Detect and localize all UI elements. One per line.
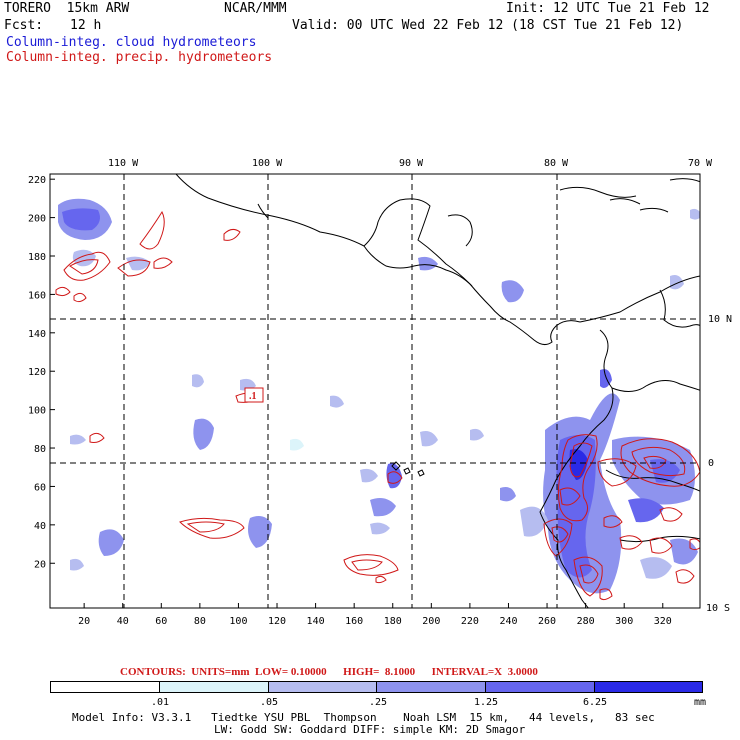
valid-time: Valid: 00 UTC Wed 22 Feb 12 (18 CST Tue … — [292, 18, 684, 33]
lon-label: 80 W — [544, 158, 569, 169]
weather-map: .1 110 W 100 W 90 W 80 W 70 W 10 N 0 10 … — [28, 158, 732, 627]
y-tick-label: 80 — [34, 444, 46, 455]
y-tick-label: 20 — [34, 559, 46, 570]
top-longitude-labels: 110 W 100 W 90 W 80 W 70 W — [108, 158, 713, 169]
x-tick-label: 160 — [345, 616, 363, 627]
x-tick-label: 180 — [384, 616, 402, 627]
x-tick-label: 40 — [117, 616, 129, 627]
x-tick-label: 140 — [307, 616, 325, 627]
forecast-hour: 12 h — [70, 18, 102, 33]
colorbar-threshold: .05 — [260, 697, 279, 708]
x-tick-label: 100 — [229, 616, 247, 627]
colorbar-bin — [376, 681, 486, 693]
contours-info: CONTOURS: UNITS=mm LOW= 0.10000 HIGH= 8.… — [120, 666, 538, 678]
y-tick-label: 100 — [28, 406, 46, 417]
contour-label-box: .1 — [244, 387, 264, 403]
x-tick-label: 280 — [577, 616, 595, 627]
contour-label: .1 — [249, 391, 257, 402]
x-tick-label: 320 — [654, 616, 672, 627]
field-cloud-hydrometeors: Column-integ. cloud hydrometeors — [6, 35, 257, 50]
lon-label: 70 W — [688, 158, 713, 169]
y-tick-label: 180 — [28, 252, 46, 263]
y-tick-label: 220 — [28, 175, 46, 186]
colorbar-threshold: 6.25 — [583, 697, 608, 708]
lat-label: 10 S — [706, 603, 730, 614]
lon-label: 110 W — [108, 158, 139, 169]
lon-label: 100 W — [252, 158, 283, 169]
y-tick-label: 200 — [28, 214, 46, 225]
x-tick-label: 200 — [422, 616, 440, 627]
model-title: TORERO 15km ARW — [4, 1, 130, 16]
colorbar-bin — [50, 681, 160, 693]
colorbar-bin — [594, 681, 703, 693]
model-info: Model Info: V3.3.1 Tiedtke YSU PBL Thomp… — [72, 711, 655, 724]
x-tick-label: 60 — [155, 616, 167, 627]
colorbar-threshold: 1.25 — [474, 697, 499, 708]
y-tick-label: 160 — [28, 290, 46, 301]
x-tick-label: 20 — [78, 616, 90, 627]
axis-ticks — [50, 178, 664, 608]
bottom-axis-labels: 20 40 60 80 100 120 140 160 180 200 220 240 260 280 30… — [78, 616, 672, 627]
x-tick-label: 220 — [461, 616, 479, 627]
lat-lon-grid — [50, 174, 700, 608]
precip-contours — [55, 210, 700, 601]
x-tick-label: 80 — [194, 616, 206, 627]
x-tick-label: 240 — [499, 616, 517, 627]
y-tick-label: 120 — [28, 367, 46, 378]
plot-frame — [49, 173, 701, 609]
colorbar-bin — [159, 681, 269, 693]
cloud-hydrometeor-fill — [58, 198, 700, 594]
colorbar-threshold: .25 — [369, 697, 388, 708]
colorbar-units: mm — [694, 697, 707, 708]
lon-label: 90 W — [399, 158, 424, 169]
organization-label: NCAR/MMM — [224, 1, 287, 16]
x-tick-label: 300 — [615, 616, 633, 627]
y-tick-label: 140 — [28, 329, 46, 340]
model-physics: LW: Godd SW: Goddard DIFF: simple KM: 2D… — [214, 723, 526, 736]
coastline — [175, 174, 700, 608]
colorbar-bin — [485, 681, 595, 693]
y-tick-label: 60 — [34, 482, 46, 493]
x-tick-label: 260 — [538, 616, 556, 627]
lat-label: 10 N — [708, 314, 732, 325]
y-tick-label: 40 — [34, 521, 46, 532]
forecast-label: Fcst: — [4, 18, 44, 33]
colorbar-threshold: .01 — [151, 697, 170, 708]
x-tick-label: 120 — [268, 616, 286, 627]
left-axis-labels: 220 200 180 160 140 120 100 80 60 40 20 — [28, 175, 46, 570]
right-latitude-labels: 10 N 0 10 S — [706, 314, 732, 614]
init-time: Init: 12 UTC Tue 21 Feb 12 — [506, 1, 710, 16]
field-precip-hydrometeors: Column-integ. precip. hydrometeors — [6, 50, 273, 65]
lat-label: 0 — [708, 458, 714, 469]
colorbar-bin — [268, 681, 377, 693]
